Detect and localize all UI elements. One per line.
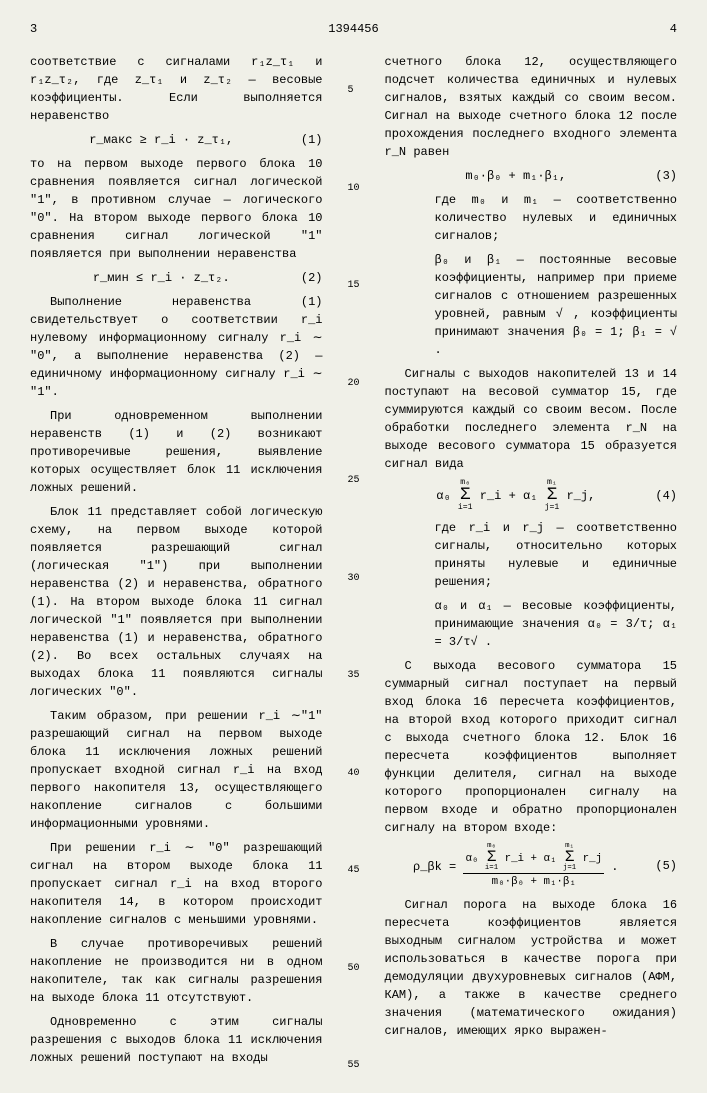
l-p1: соответствие с сигналами r₁z_τ₁ и r₁z_τ₂…: [30, 53, 323, 125]
r-p4: Сигнал порога на выходе блока 16 пересче…: [385, 896, 678, 1040]
r-def1: где m₀ и m₁ — соответственно количество …: [385, 191, 678, 245]
r-def2: β₀ и β₁ — постоянные весовые коэффициент…: [385, 251, 678, 359]
r-p1: счетного блока 12, осуществляющего подсч…: [385, 53, 678, 161]
page-header: 3 1394456 4: [30, 20, 677, 38]
l-p9: Одновременно с этим сигналы разрешения с…: [30, 1013, 323, 1067]
sum-icon: m₁ Σ j=1: [563, 843, 576, 873]
right-column: счетного блока 12, осуществляющего подсч…: [385, 53, 678, 1073]
eq-5: ρ_βk = α₀ m₀ Σ i=1 r_i + α₁ m₁ Σ: [385, 843, 678, 890]
sum-icon: m₁ Σ j=1: [545, 479, 560, 513]
eq-4: α₀ m₀ Σ i=1 r_i + α₁ m₁ Σ j=1 r_j, (4): [385, 479, 678, 513]
sum-icon: m₀ Σ i=1: [458, 479, 473, 513]
l-p8: В случае противоречивых решений накоплен…: [30, 935, 323, 1007]
l-p3: Выполнение неравенства (1) свидетельству…: [30, 293, 323, 401]
eq-3: m₀·β₀ + m₁·β₁, (3): [385, 167, 678, 185]
l-p7: При решении r_i ∼ "0" разрешающий сигнал…: [30, 839, 323, 929]
eq-2: r_мин ≤ r_i · z_τ₂. (2): [30, 269, 323, 287]
l-p4: При одновременном выполнении неравенств …: [30, 407, 323, 497]
l-p5: Блок 11 представляет собой логическую сх…: [30, 503, 323, 701]
r-def4: α₀ и α₁ — весовые коэффициенты, принимаю…: [385, 597, 678, 651]
fraction: α₀ m₀ Σ i=1 r_i + α₁ m₁ Σ j=1: [463, 843, 604, 890]
l-p2: то на первом выходе первого блока 10 сра…: [30, 155, 323, 263]
page-right: 4: [670, 20, 677, 38]
page-center: 1394456: [328, 20, 378, 38]
r-p3: С выхода весового сумматора 15 суммарный…: [385, 657, 678, 837]
eq-1: r_макс ≥ r_i · z_τ₁, (1): [30, 131, 323, 149]
l-p6: Таким образом, при решении r_i ∼"1" разр…: [30, 707, 323, 833]
line-numbers: 5 10 15 20 25 30 35 40 45 50 55: [343, 53, 365, 1073]
sum-icon: m₀ Σ i=1: [485, 843, 498, 873]
content-columns: соответствие с сигналами r₁z_τ₁ и r₁z_τ₂…: [30, 53, 677, 1073]
r-def3: где r_i и r_j — соответственно сигналы, …: [385, 519, 678, 591]
r-p2: Сигналы с выходов накопителей 13 и 14 по…: [385, 365, 678, 473]
page-left: 3: [30, 20, 37, 38]
left-column: соответствие с сигналами r₁z_τ₁ и r₁z_τ₂…: [30, 53, 323, 1073]
